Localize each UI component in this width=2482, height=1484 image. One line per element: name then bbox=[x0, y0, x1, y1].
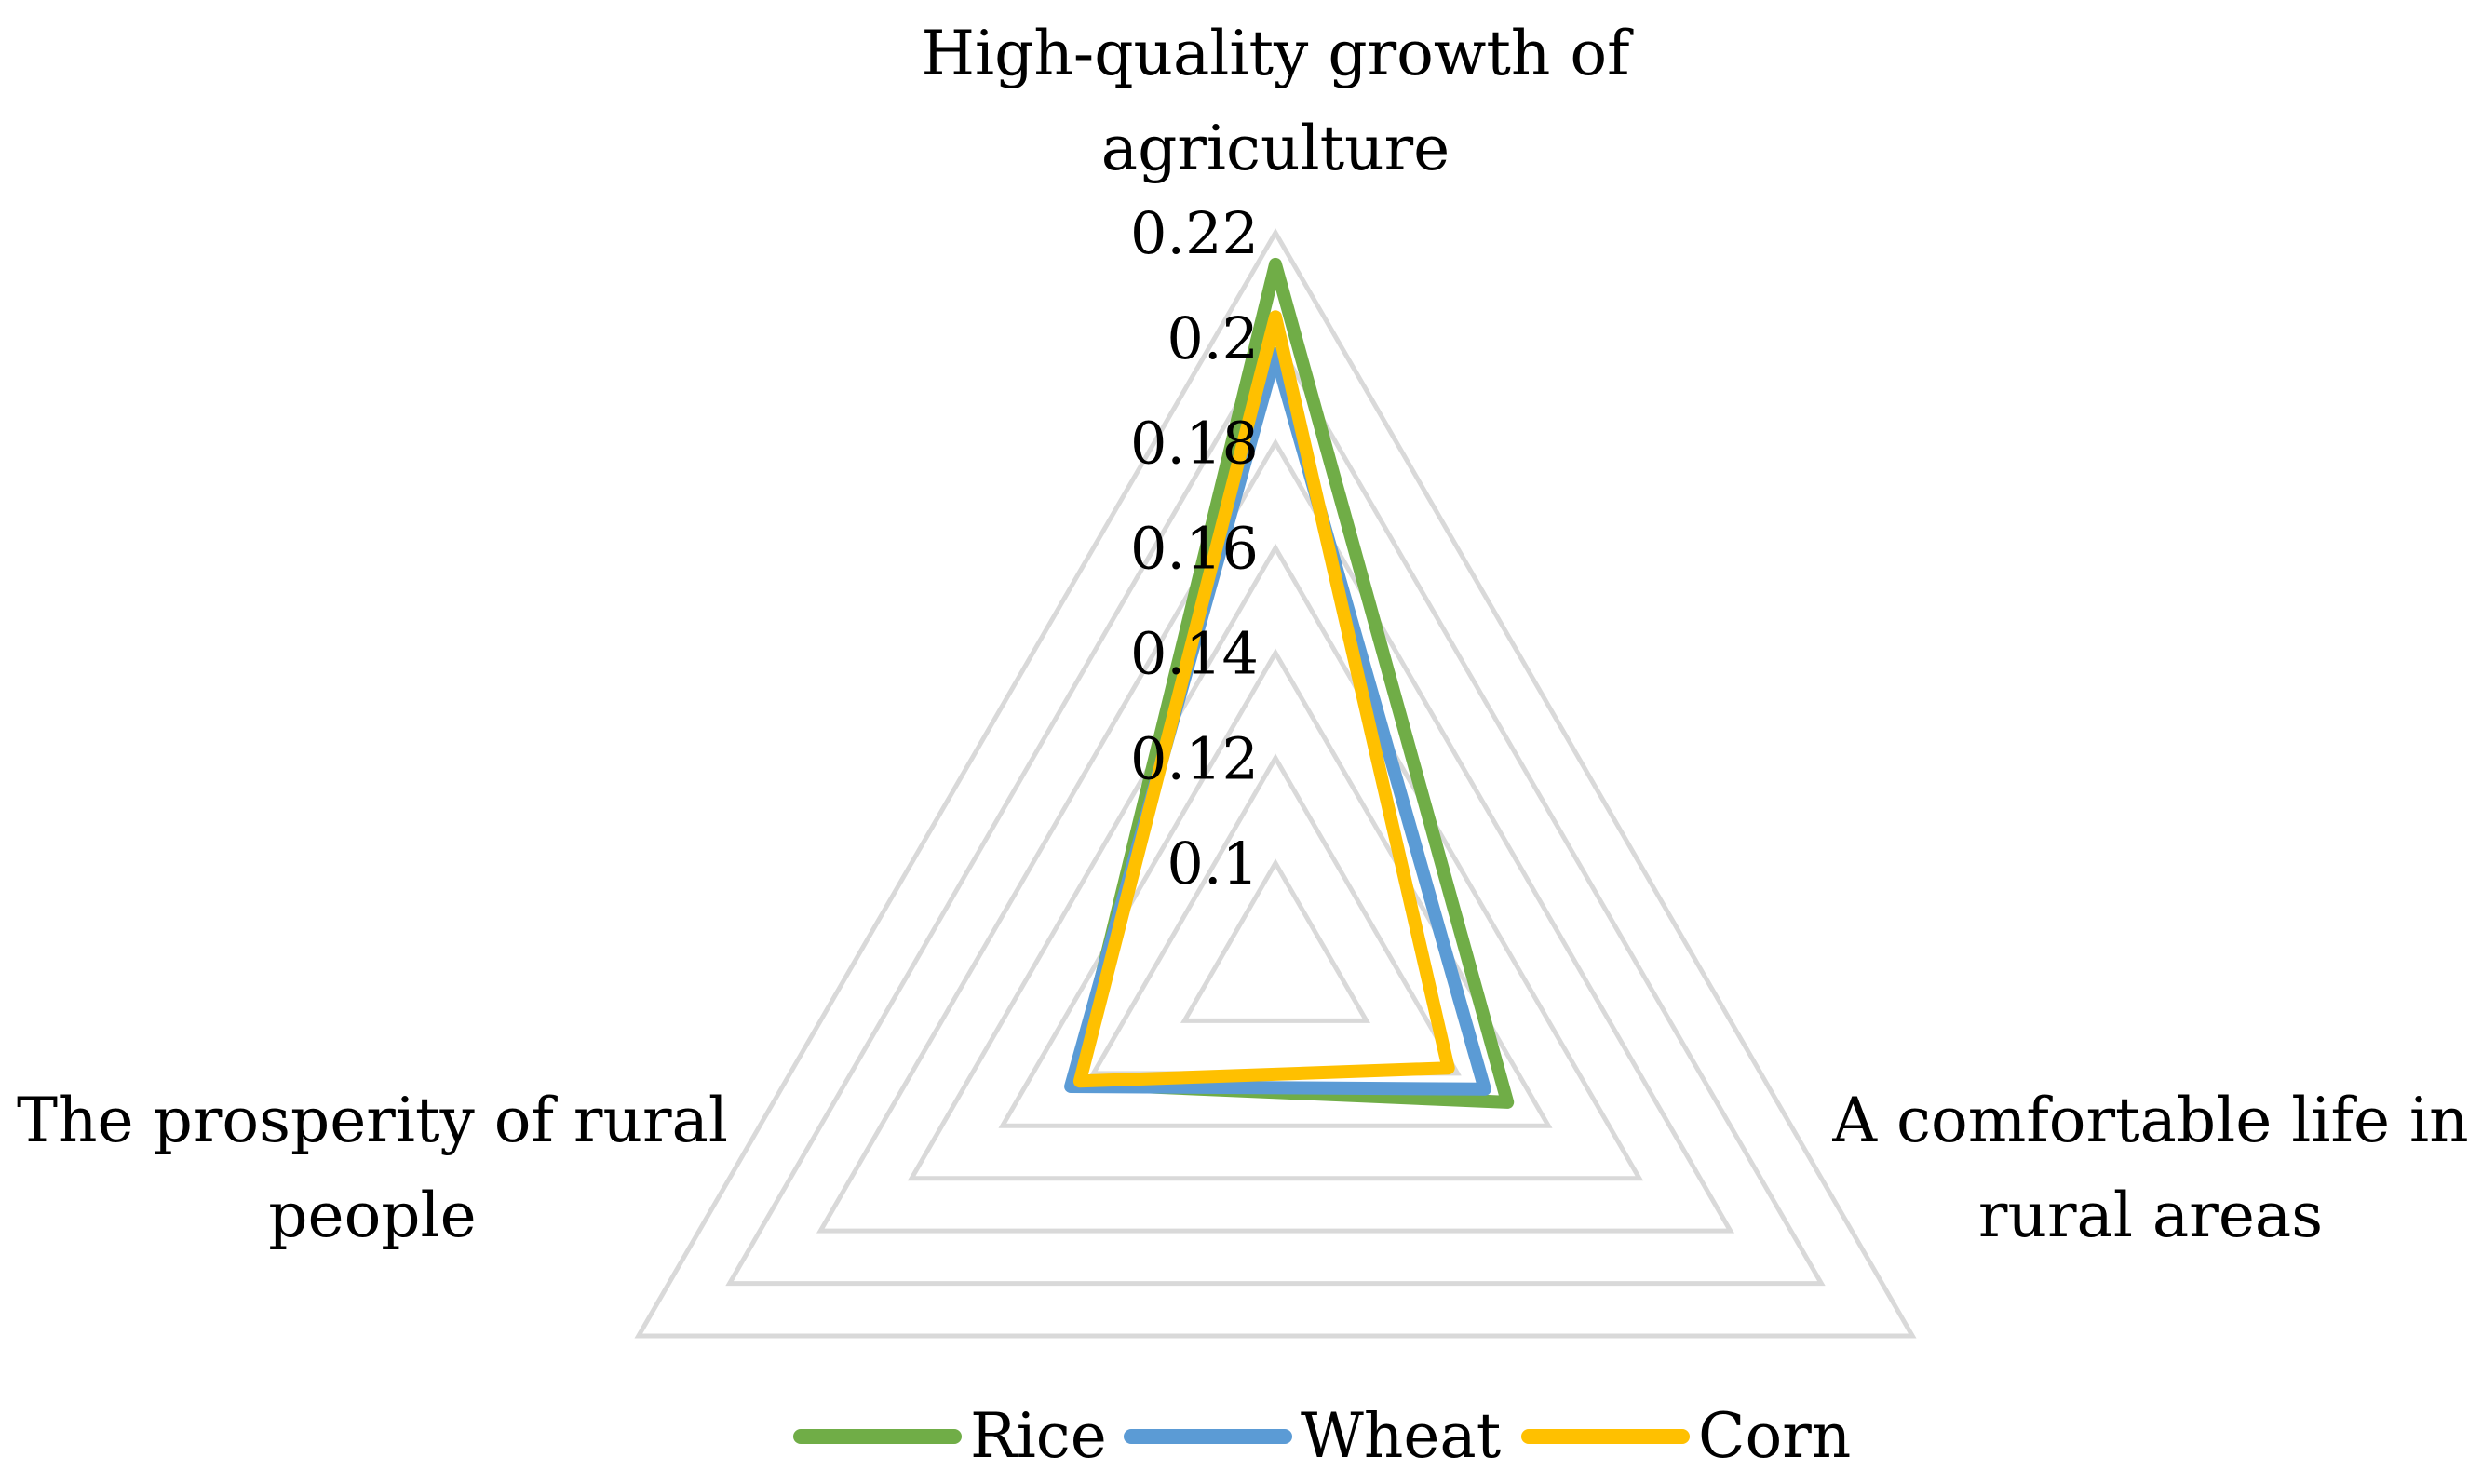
axis-label-line: A comfortable life in bbox=[1831, 1085, 2468, 1156]
grid-ring-6 bbox=[634, 228, 1917, 1339]
radar-grid bbox=[634, 228, 1917, 1339]
series-line-corn bbox=[1072, 310, 1455, 1088]
radial-tick-labels: 0.1 0.12 0.14 0.16 0.18 0.2 0.22 bbox=[1130, 199, 1259, 897]
axis-label-line: rural areas bbox=[1978, 1180, 2323, 1251]
axis-label-line: people bbox=[268, 1180, 476, 1251]
radar-series bbox=[1064, 257, 1515, 1109]
axis-label-line: The prosperity of rural bbox=[17, 1085, 728, 1156]
grid-ring-3 bbox=[907, 543, 1644, 1181]
axis-label-2: The prosperity of rural people bbox=[17, 1085, 728, 1251]
legend-label-wheat: Wheat bbox=[1301, 1400, 1501, 1472]
tick-label: 0.16 bbox=[1130, 515, 1259, 583]
grid-ring-5 bbox=[725, 332, 1826, 1287]
tick-label: 0.1 bbox=[1167, 830, 1259, 897]
axis-label-1: A comfortable life in rural areas bbox=[1831, 1085, 2468, 1251]
axis-label-line: agriculture bbox=[1101, 113, 1450, 184]
tick-label: 0.14 bbox=[1130, 619, 1259, 687]
tick-label: 0.12 bbox=[1130, 724, 1259, 792]
axis-labels: High-quality growth of agriculture A comfo… bbox=[17, 18, 2469, 1251]
axis-label-line: High-quality growth of bbox=[921, 18, 1634, 89]
tick-label: 0.18 bbox=[1130, 410, 1259, 478]
grid-ring-0 bbox=[1180, 858, 1371, 1023]
tick-label: 0.2 bbox=[1167, 304, 1259, 372]
tick-label: 0.22 bbox=[1130, 199, 1259, 267]
legend-label-rice: Rice bbox=[970, 1400, 1107, 1472]
grid-ring-4 bbox=[816, 438, 1735, 1234]
legend: Rice Wheat Corn bbox=[793, 1400, 1851, 1472]
axis-label-0: High-quality growth of agriculture bbox=[921, 18, 1634, 184]
legend-label-corn: Corn bbox=[1698, 1400, 1851, 1472]
